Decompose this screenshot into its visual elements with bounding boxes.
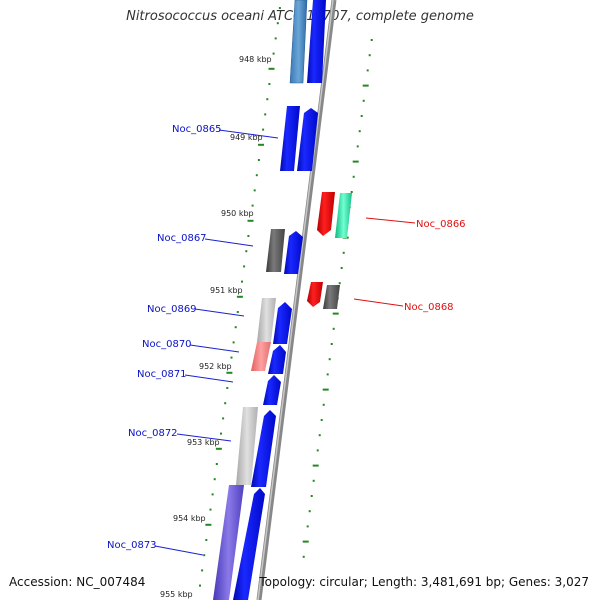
gene-labels: Noc_0865 Noc_0867 Noc_0869 Noc_0870 Noc_… [107,124,466,551]
label-noc-0867[interactable]: Noc_0867 [157,233,207,244]
kbp-label-953: 953 kbp [187,438,220,447]
label-noc-0871[interactable]: Noc_0871 [137,369,187,380]
kbp-label-955: 955 kbp [160,590,193,599]
kbp-label-948: 948 kbp [239,55,272,64]
gene-feature[interactable] [266,229,285,272]
gene-feature[interactable] [280,106,300,171]
gene-noc-0872[interactable] [236,407,258,485]
kbp-label-949: 949 kbp [230,133,263,142]
gene-feature[interactable] [273,302,292,344]
gene-noc-0867[interactable] [284,231,303,274]
genome-summary: Topology: circular; Length: 3,481,691 bp… [259,575,589,589]
gene-feature[interactable] [307,0,326,83]
label-noc-0868[interactable]: Noc_0868 [404,302,454,313]
label-leader-lines [154,129,416,556]
gene-noc-0873[interactable] [213,485,244,600]
gene-feature[interactable] [268,345,286,374]
genome-backbone [256,0,337,600]
kbp-label-950: 950 kbp [221,209,254,218]
accession-label: Accession: NC_007484 [9,575,146,589]
kbp-label-954: 954 kbp [173,514,206,523]
gene-noc-0871[interactable] [263,375,281,405]
label-noc-0872[interactable]: Noc_0872 [128,428,178,439]
genome-backbone-highlight [257,0,334,600]
reverse-strand-genes [307,192,352,309]
label-noc-0870[interactable]: Noc_0870 [142,339,192,350]
kbp-label-951: 951 kbp [210,286,243,295]
gene-feature[interactable] [323,285,340,309]
label-noc-0865[interactable]: Noc_0865 [172,124,222,135]
gene-feature[interactable] [251,410,276,487]
gene-noc-0868[interactable] [307,282,323,307]
kbp-scale-labels: 948 kbp 949 kbp 950 kbp 951 kbp 952 kbp … [160,55,272,599]
gene-noc-0866[interactable] [317,192,335,236]
kbp-label-952: 952 kbp [199,362,232,371]
label-noc-0869[interactable]: Noc_0869 [147,304,197,315]
gene-noc-0869[interactable] [257,298,276,342]
gene-feature[interactable] [335,193,352,238]
label-noc-0866[interactable]: Noc_0866 [416,219,466,230]
label-noc-0873[interactable]: Noc_0873 [107,540,157,551]
gene-noc-0865[interactable] [297,108,318,171]
forward-strand-genes [213,0,326,600]
left-scale-ruler [199,7,281,587]
gene-feature[interactable] [289,0,308,84]
gene-noc-0870[interactable] [251,342,271,371]
gene-feature[interactable] [233,488,265,600]
